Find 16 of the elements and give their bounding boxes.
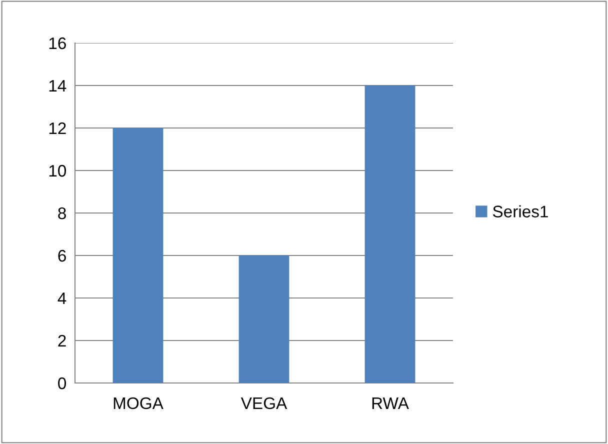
bar <box>364 86 416 383</box>
bar <box>112 128 164 383</box>
y-tick-label: 14 <box>49 80 66 92</box>
x-tick-label: VEGA <box>240 397 288 410</box>
bar <box>238 256 290 383</box>
y-tick-label: 12 <box>49 122 66 134</box>
x-tick-label: RWA <box>372 398 409 409</box>
y-tick-label: 6 <box>58 250 66 262</box>
x-tick-label: MOGA <box>114 397 164 410</box>
y-tick-label: 4 <box>58 292 66 304</box>
y-tick-label: 16 <box>49 37 66 50</box>
y-tick-label: 2 <box>58 334 66 347</box>
y-tick-label: 0 <box>58 377 66 390</box>
y-tick-label: 8 <box>58 207 66 220</box>
y-tick-label: 10 <box>49 164 66 177</box>
legend-label: Series1 <box>492 205 548 218</box>
